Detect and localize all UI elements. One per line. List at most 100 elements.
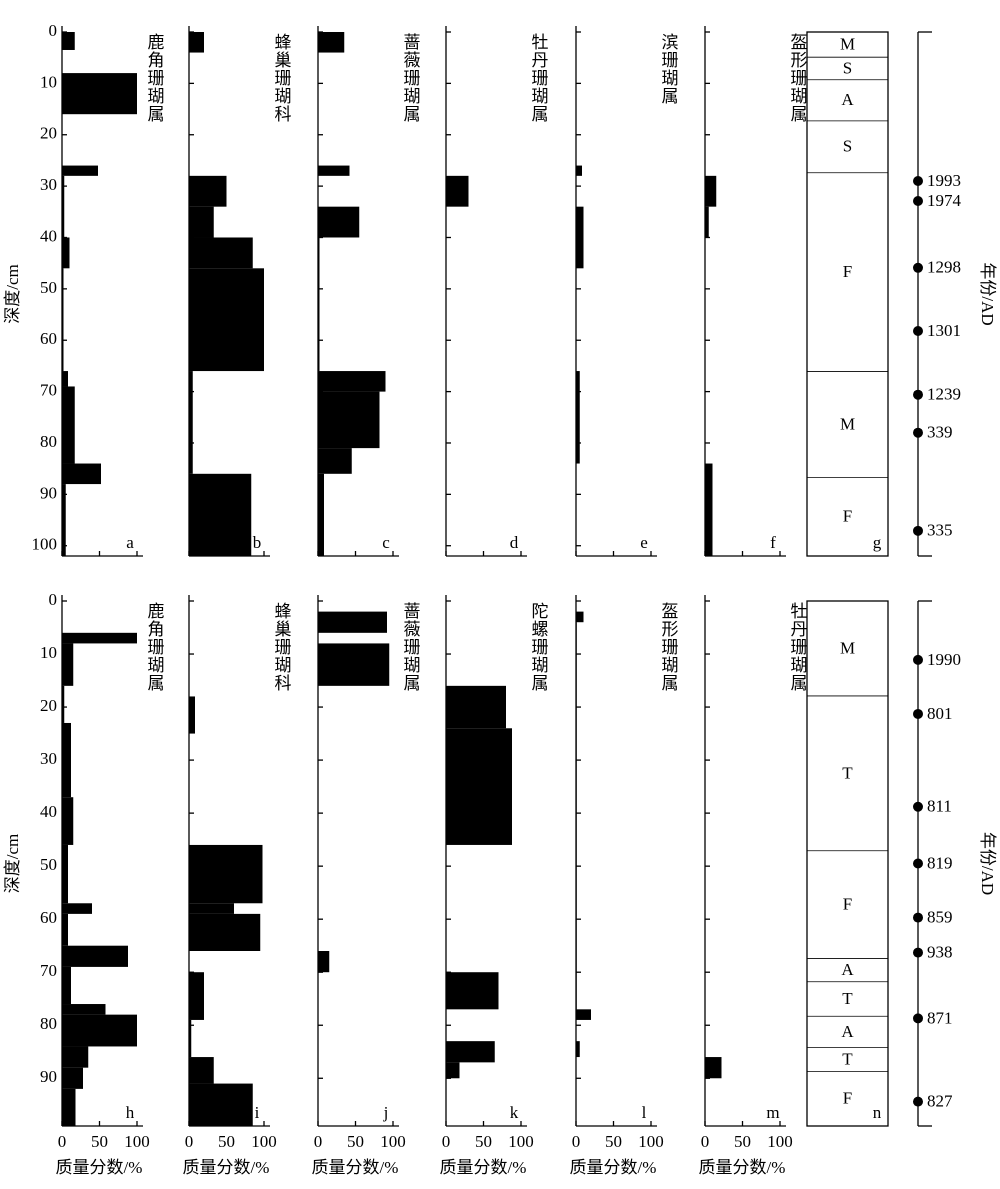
age-point <box>913 1096 923 1107</box>
bar <box>576 1041 580 1058</box>
bar <box>62 1004 106 1015</box>
age-point <box>913 175 923 186</box>
panel-letter: d <box>510 533 519 552</box>
bar <box>318 206 360 238</box>
bar <box>62 1088 76 1126</box>
age-label: 1993 <box>927 171 961 190</box>
y-tick-label: 90 <box>40 1067 57 1086</box>
panel-title: 鹿角珊瑚属 <box>145 602 165 692</box>
x-tick-label: 100 <box>508 1132 534 1151</box>
y-tick-label: 0 <box>49 590 58 609</box>
title-background <box>526 601 550 692</box>
age-point <box>913 389 923 400</box>
facies-label: F <box>843 895 852 914</box>
x-tick-label: 100 <box>124 1132 150 1151</box>
bar <box>62 797 74 845</box>
age-point <box>913 427 923 438</box>
panel-title: 蔷薇珊瑚属 <box>401 33 421 123</box>
x-axis-label: 质量分数/% <box>56 1158 143 1177</box>
title-background <box>526 32 550 123</box>
age-label: 859 <box>927 907 953 926</box>
bar <box>318 237 320 372</box>
bar <box>62 237 70 269</box>
title-background <box>398 601 422 692</box>
y-tick-label: 30 <box>40 749 57 768</box>
bar <box>62 463 101 485</box>
panel-title: 鹿角珊瑚属 <box>145 33 165 123</box>
bar <box>318 391 380 449</box>
panel-letter: k <box>510 1103 519 1122</box>
x-tick-label: 100 <box>767 1132 793 1151</box>
bar <box>62 165 98 176</box>
y-tick-label: 40 <box>40 802 57 821</box>
age-label: 1990 <box>927 650 961 669</box>
x-axis-label: 质量分数/% <box>570 1158 657 1177</box>
facies-label: M <box>840 34 855 53</box>
facies-box <box>806 31 889 557</box>
bar <box>705 175 717 207</box>
facies-label: A <box>841 90 854 109</box>
bar <box>62 913 68 946</box>
facies-label: S <box>843 137 852 156</box>
facies-label: F <box>843 1089 852 1108</box>
bar <box>446 972 499 1010</box>
panel-letter: i <box>255 1103 260 1122</box>
facies-letter: n <box>873 1103 882 1122</box>
facies-label: M <box>840 414 855 433</box>
facies-box <box>806 600 889 1127</box>
bar <box>318 165 350 176</box>
panel-title: 陀螺珊瑚属 <box>529 602 549 692</box>
x-axis-label: 质量分数/% <box>183 1158 270 1177</box>
title-background <box>398 32 422 123</box>
x-tick-label: 0 <box>185 1132 194 1151</box>
x-tick-label: 0 <box>572 1132 581 1151</box>
facies-label: M <box>840 638 855 657</box>
panel-letter: a <box>126 533 134 552</box>
panel-title: 蔷薇珊瑚属 <box>401 602 421 692</box>
title-background <box>656 601 680 692</box>
bar <box>318 951 330 973</box>
y-tick-label: 50 <box>40 855 57 874</box>
bar <box>62 32 75 50</box>
bar <box>189 903 234 914</box>
age-point <box>913 708 923 719</box>
age-point <box>913 525 923 536</box>
panel-letter: l <box>642 1103 647 1122</box>
bar <box>446 1041 495 1063</box>
x-tick-label: 0 <box>442 1132 451 1151</box>
y-tick-label: 70 <box>40 381 57 400</box>
age-point <box>913 262 923 273</box>
bar <box>446 685 506 729</box>
panel-title: 滨珊瑚属 <box>659 33 679 105</box>
bar <box>62 966 71 1005</box>
y-tick-label: 50 <box>40 278 57 297</box>
facies-label: T <box>842 763 853 782</box>
age-label: 339 <box>927 423 953 442</box>
bar <box>446 728 512 845</box>
x-tick-label: 100 <box>380 1132 406 1151</box>
panel-letter: j <box>383 1103 389 1122</box>
age-label: 811 <box>927 797 952 816</box>
x-tick-label: 50 <box>347 1132 364 1151</box>
bar <box>189 206 214 238</box>
bar <box>189 1083 253 1126</box>
bar <box>318 32 345 53</box>
y-tick-label: 10 <box>40 643 57 662</box>
age-point <box>913 196 923 207</box>
panel-letter: h <box>126 1103 135 1122</box>
x-tick-label: 50 <box>218 1132 235 1151</box>
bar <box>62 945 128 967</box>
y-axis-label: 深度/cm <box>3 264 22 324</box>
facies-label: T <box>842 1049 853 1068</box>
bar <box>705 1057 722 1079</box>
bar <box>318 473 324 556</box>
bar <box>62 632 137 644</box>
bar <box>318 371 386 392</box>
y-tick-label: 80 <box>40 432 57 451</box>
x-tick-label: 50 <box>734 1132 751 1151</box>
bar <box>318 611 387 633</box>
bar <box>189 371 193 474</box>
facies-letter: g <box>873 533 882 552</box>
bar <box>189 237 253 269</box>
bar <box>62 73 137 115</box>
